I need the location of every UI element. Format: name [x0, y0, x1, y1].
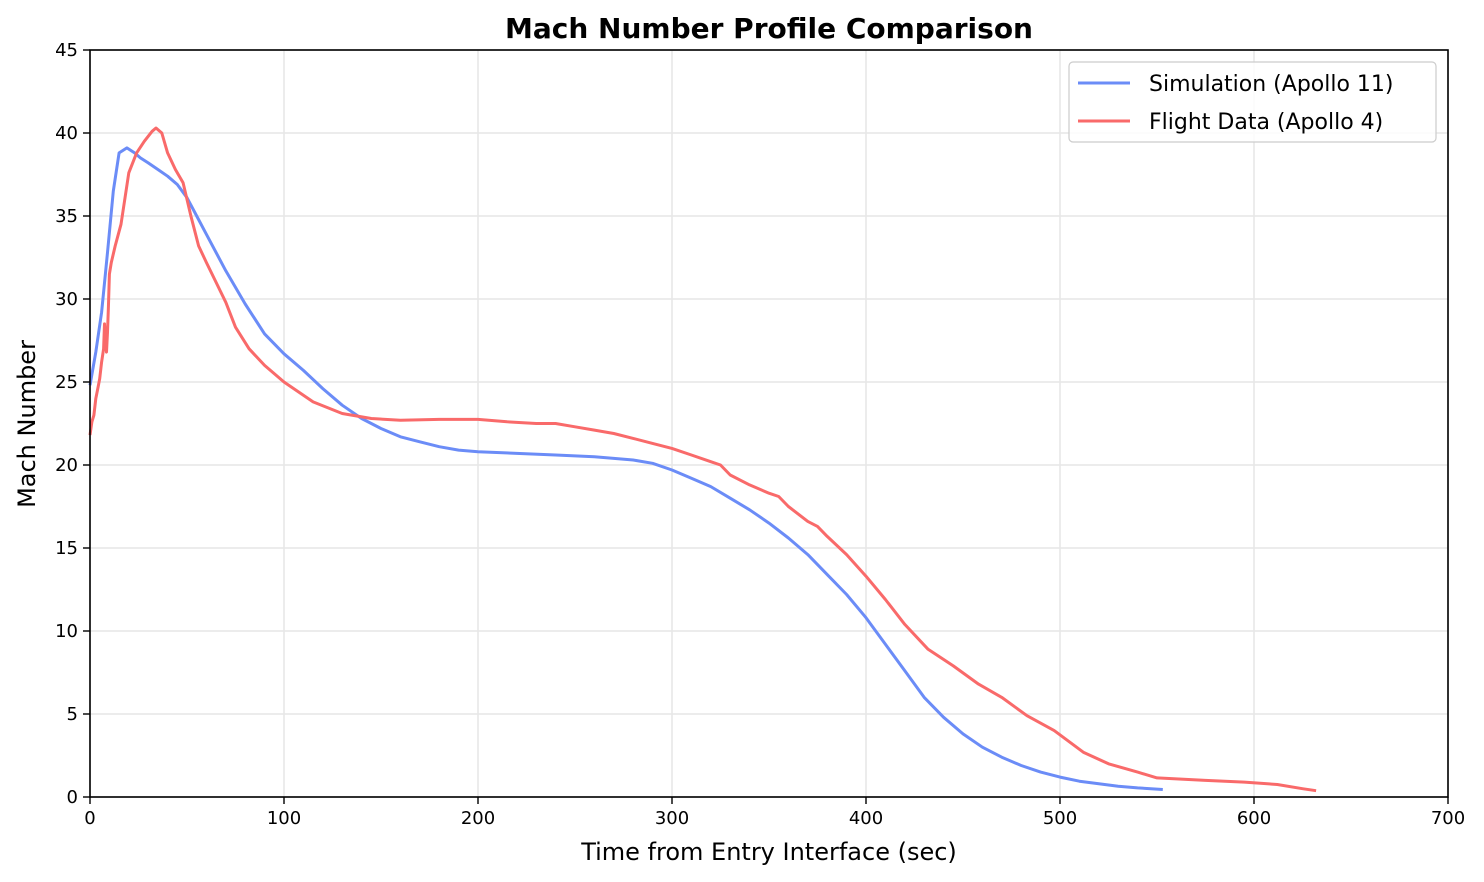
legend-label-simulation: Simulation (Apollo 11) [1149, 72, 1394, 97]
x-tick-label: 300 [655, 808, 689, 829]
x-tick-label: 700 [1431, 808, 1465, 829]
chart-title: Mach Number Profile Comparison [505, 12, 1033, 45]
y-tick-label: 40 [55, 123, 78, 144]
x-axis-ticks: 0 100 200 300 400 500 600 700 [84, 797, 1465, 829]
x-tick-label: 100 [267, 808, 301, 829]
y-tick-label: 5 [67, 704, 78, 725]
x-tick-label: 200 [461, 808, 495, 829]
series-line-simulation [88, 146, 1163, 791]
y-tick-label: 30 [55, 289, 78, 310]
series-line-flight-data [88, 126, 1317, 793]
y-tick-label: 10 [55, 621, 78, 642]
legend-box [1068, 61, 1437, 143]
legend-label-flight-data: Flight Data (Apollo 4) [1149, 110, 1383, 135]
x-tick-label: 400 [849, 808, 883, 829]
grid-lines [89, 49, 1449, 798]
y-axis-ticks: 0 5 10 15 20 25 30 35 40 45 [55, 40, 90, 808]
series-layer [88, 126, 1317, 793]
y-tick-label: 20 [55, 455, 78, 476]
x-tick-label: 600 [1237, 808, 1271, 829]
x-tick-label: 500 [1043, 808, 1077, 829]
plot-frame [89, 49, 1449, 798]
y-axis-label: Mach Number [13, 340, 41, 508]
y-tick-label: 25 [55, 372, 78, 393]
x-tick-label: 0 [84, 808, 95, 829]
x-axis-label: Time from Entry Interface (sec) [580, 838, 957, 866]
y-tick-label: 15 [55, 538, 78, 559]
y-tick-label: 0 [67, 787, 78, 808]
y-tick-label: 35 [55, 206, 78, 227]
y-tick-label: 45 [55, 40, 78, 61]
legend: Simulation (Apollo 11) Flight Data (Apol… [1068, 61, 1437, 143]
